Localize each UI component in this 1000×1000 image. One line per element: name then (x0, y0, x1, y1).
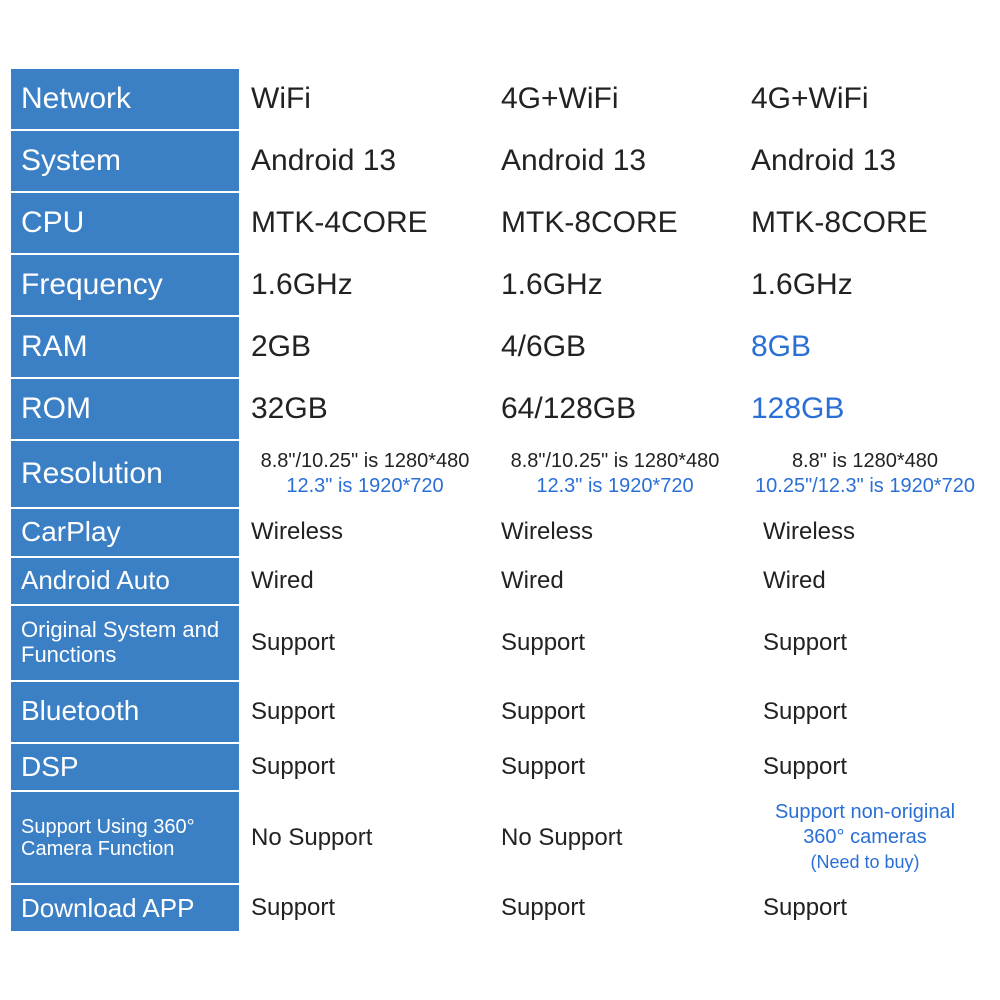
cell-ram-2: 4/6GB (490, 316, 740, 378)
cell-bluetooth-3: Support (740, 681, 990, 743)
res-line2: 10.25"/12.3" is 1920*720 (755, 475, 975, 497)
cell-frequency-3: 1.6GHz (740, 254, 990, 316)
cell-bluetooth-2: Support (490, 681, 740, 743)
row-label-ram: RAM (10, 316, 240, 378)
cell-ram-3: 8GB (740, 316, 990, 378)
spec-comparison-table: Network WiFi 4G+WiFi 4G+WiFi System Andr… (9, 67, 991, 934)
cam360-line2: 360° cameras (803, 826, 927, 848)
cell-origsys-3: Support (740, 605, 990, 681)
cell-cpu-3: MTK-8CORE (740, 192, 990, 254)
cell-dsp-2: Support (490, 743, 740, 792)
cell-carplay-3: Wireless (740, 508, 990, 557)
cell-network-3: 4G+WiFi (740, 68, 990, 130)
cell-download-1: Support (240, 884, 490, 932)
cell-system-2: Android 13 (490, 130, 740, 192)
cell-download-2: Support (490, 884, 740, 932)
cam360-line3: (Need to buy) (810, 852, 919, 872)
table-row: Frequency 1.6GHz 1.6GHz 1.6GHz (10, 254, 990, 316)
row-label-bluetooth: Bluetooth (10, 681, 240, 743)
table-row: Download APP Support Support Support (10, 884, 990, 932)
cell-resolution-3: 8.8" is 1280*480 10.25"/12.3" is 1920*72… (740, 440, 990, 508)
table-row: DSP Support Support Support (10, 743, 990, 792)
row-label-cpu: CPU (10, 192, 240, 254)
cell-network-1: WiFi (240, 68, 490, 130)
cell-system-1: Android 13 (240, 130, 490, 192)
table-row: Resolution 8.8"/10.25" is 1280*480 12.3"… (10, 440, 990, 508)
cell-download-3: Support (740, 884, 990, 932)
cell-rom-2: 64/128GB (490, 378, 740, 440)
table-row: Original System and Functions Support Su… (10, 605, 990, 681)
cell-cam360-1: No Support (240, 791, 490, 884)
table-row: Android Auto Wired Wired Wired (10, 557, 990, 605)
cell-androidauto-2: Wired (490, 557, 740, 605)
table-row: CPU MTK-4CORE MTK-8CORE MTK-8CORE (10, 192, 990, 254)
cell-dsp-3: Support (740, 743, 990, 792)
table-row: Network WiFi 4G+WiFi 4G+WiFi (10, 68, 990, 130)
cell-origsys-1: Support (240, 605, 490, 681)
res-line2: 12.3" is 1920*720 (286, 475, 443, 497)
row-label-system: System (10, 130, 240, 192)
table-row: ROM 32GB 64/128GB 128GB (10, 378, 990, 440)
table-row: System Android 13 Android 13 Android 13 (10, 130, 990, 192)
row-label-rom: ROM (10, 378, 240, 440)
cell-origsys-2: Support (490, 605, 740, 681)
cell-cpu-2: MTK-8CORE (490, 192, 740, 254)
cell-androidauto-3: Wired (740, 557, 990, 605)
res-line1: 8.8" is 1280*480 (792, 450, 938, 472)
cell-bluetooth-1: Support (240, 681, 490, 743)
cell-cpu-1: MTK-4CORE (240, 192, 490, 254)
row-label-network: Network (10, 68, 240, 130)
table-row: Bluetooth Support Support Support (10, 681, 990, 743)
row-label-carplay: CarPlay (10, 508, 240, 557)
table-row: CarPlay Wireless Wireless Wireless (10, 508, 990, 557)
cell-rom-3: 128GB (740, 378, 990, 440)
cell-carplay-1: Wireless (240, 508, 490, 557)
cell-ram-1: 2GB (240, 316, 490, 378)
row-label-resolution: Resolution (10, 440, 240, 508)
row-label-dsp: DSP (10, 743, 240, 792)
row-label-origsys: Original System and Functions (10, 605, 240, 681)
res-line2: 12.3" is 1920*720 (536, 475, 693, 497)
res-line1: 8.8"/10.25" is 1280*480 (261, 450, 470, 472)
res-line1: 8.8"/10.25" is 1280*480 (511, 450, 720, 472)
table-row: RAM 2GB 4/6GB 8GB (10, 316, 990, 378)
table-row: Support Using 360° Camera Function No Su… (10, 791, 990, 884)
cell-dsp-1: Support (240, 743, 490, 792)
row-label-androidauto: Android Auto (10, 557, 240, 605)
cell-frequency-1: 1.6GHz (240, 254, 490, 316)
cell-frequency-2: 1.6GHz (490, 254, 740, 316)
cell-system-3: Android 13 (740, 130, 990, 192)
cell-carplay-2: Wireless (490, 508, 740, 557)
cell-resolution-2: 8.8"/10.25" is 1280*480 12.3" is 1920*72… (490, 440, 740, 508)
cell-cam360-3: Support non-original 360° cameras (Need … (740, 791, 990, 884)
cell-rom-1: 32GB (240, 378, 490, 440)
row-label-cam360: Support Using 360° Camera Function (10, 791, 240, 884)
cell-network-2: 4G+WiFi (490, 68, 740, 130)
cam360-line1: Support non-original (775, 801, 955, 823)
row-label-frequency: Frequency (10, 254, 240, 316)
cell-resolution-1: 8.8"/10.25" is 1280*480 12.3" is 1920*72… (240, 440, 490, 508)
cell-androidauto-1: Wired (240, 557, 490, 605)
row-label-download: Download APP (10, 884, 240, 932)
cell-cam360-2: No Support (490, 791, 740, 884)
